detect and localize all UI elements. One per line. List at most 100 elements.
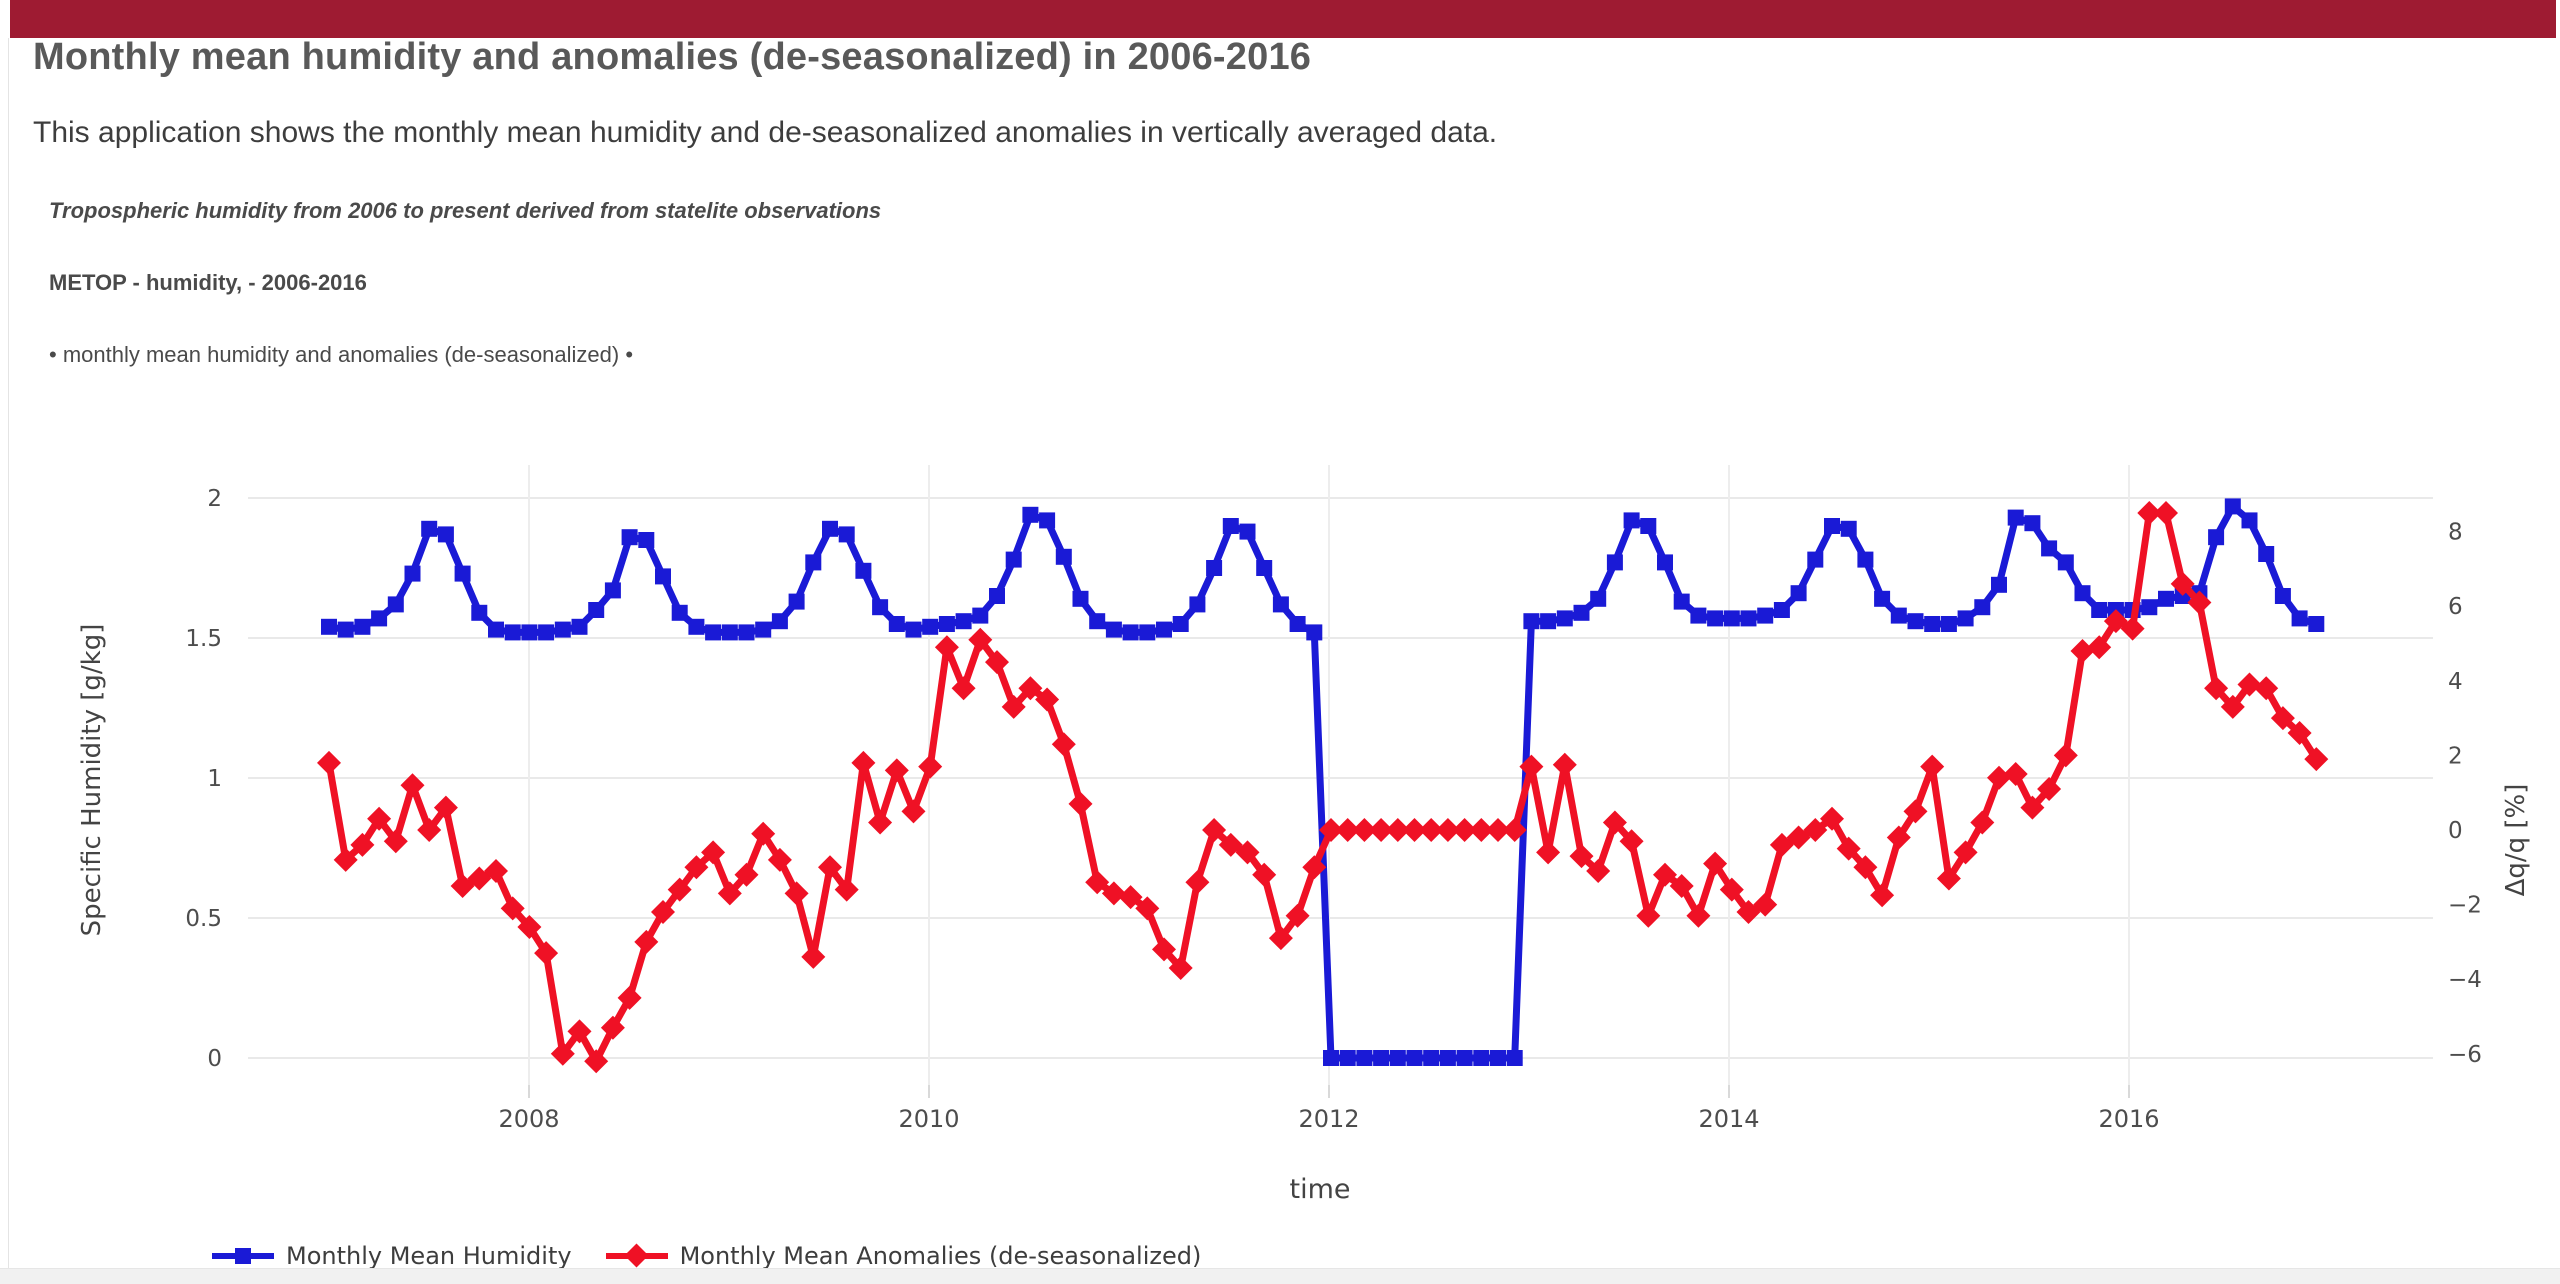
humidity-series-marker[interactable] [2291, 610, 2308, 627]
humidity-series-marker[interactable] [938, 616, 955, 632]
anomalies-series-marker[interactable] [1820, 806, 1844, 831]
anomalies-series-marker[interactable] [1719, 877, 1744, 902]
anomalies-series-marker[interactable] [1602, 810, 1627, 835]
anomalies-series-marker[interactable] [1068, 791, 1093, 816]
anomalies-series-marker[interactable] [1218, 832, 1243, 857]
humidity-series-marker[interactable] [1490, 1050, 1506, 1066]
humidity-series-marker[interactable] [955, 613, 972, 630]
humidity-series-marker[interactable] [337, 621, 354, 638]
humidity-series-marker[interactable] [1222, 518, 1239, 534]
legend-item-humidity[interactable]: Monthly Mean Humidity [212, 1242, 572, 1270]
humidity-series-marker[interactable] [638, 532, 655, 548]
humidity-series-marker[interactable] [2224, 498, 2241, 515]
humidity-series-marker[interactable] [1623, 512, 1640, 529]
humidity-series-marker[interactable] [1874, 590, 1891, 607]
humidity-series-marker[interactable] [1807, 551, 1824, 568]
anomalies-series-marker[interactable] [1569, 844, 1594, 869]
anomalies-series-marker[interactable] [1369, 818, 1394, 842]
anomalies-series-marker[interactable] [1903, 799, 1928, 824]
humidity-series-marker[interactable] [1323, 1050, 1339, 1066]
humidity-series-marker[interactable] [1389, 1050, 1406, 1066]
humidity-series-marker[interactable] [1339, 1050, 1356, 1066]
humidity-series-marker[interactable] [604, 582, 621, 599]
humidity-series-marker[interactable] [1773, 602, 1790, 618]
anomalies-series-marker[interactable] [1586, 859, 1611, 884]
humidity-series-marker[interactable] [972, 607, 989, 624]
humidity-series-marker[interactable] [1857, 551, 1874, 568]
legend-item-anomalies[interactable]: Monthly Mean Anomalies (de-seasonalized) [605, 1242, 1201, 1270]
humidity-series-marker[interactable] [504, 624, 521, 641]
anomalies-series-marker[interactable] [1085, 870, 1110, 895]
anomalies-series-marker[interactable] [801, 944, 826, 969]
anomalies-series-marker[interactable] [1202, 818, 1227, 842]
anomalies-series-marker[interactable] [1185, 870, 1210, 895]
anomalies-series-marker[interactable] [2154, 500, 2178, 525]
humidity-series-marker[interactable] [1824, 518, 1840, 534]
anomalies-series-marker[interactable] [1853, 855, 1878, 880]
anomalies-series-marker[interactable] [884, 758, 909, 783]
humidity-series-marker[interactable] [1439, 1050, 1456, 1066]
humidity-series-marker[interactable] [1506, 1050, 1523, 1066]
humidity-series-marker[interactable] [571, 618, 588, 635]
humidity-series-marker[interactable] [2091, 602, 2108, 618]
humidity-series-marker[interactable] [371, 610, 388, 627]
anomalies-series-marker[interactable] [467, 866, 492, 891]
anomalies-series-marker[interactable] [1268, 926, 1293, 951]
anomalies-series-marker[interactable] [901, 799, 926, 824]
humidity-series-marker[interactable] [855, 562, 872, 579]
anomalies-series-marker[interactable] [367, 806, 392, 831]
anomalies-series-marker[interactable] [1953, 840, 1978, 865]
humidity-series-marker[interactable] [1707, 610, 1724, 627]
anomalies-series-marker[interactable] [651, 900, 675, 925]
anomalies-series-marker[interactable] [717, 881, 742, 906]
anomalies-series-marker[interactable] [1385, 818, 1410, 842]
anomalies-series-marker[interactable] [1803, 818, 1828, 842]
humidity-series-marker[interactable] [1239, 523, 1256, 540]
humidity-series-marker[interactable] [1974, 599, 1991, 616]
anomalies-series-marker[interactable] [1118, 885, 1143, 910]
humidity-series-marker[interactable] [488, 621, 504, 638]
humidity-series-marker[interactable] [1657, 554, 1673, 571]
anomalies-series-marker[interactable] [701, 840, 726, 865]
humidity-series-marker[interactable] [421, 520, 438, 537]
humidity-series-marker[interactable] [1523, 613, 1540, 630]
anomalies-series-marker[interactable] [1653, 862, 1677, 887]
humidity-series-marker[interactable] [1573, 604, 1590, 621]
anomalies-series-marker[interactable] [934, 635, 959, 660]
anomalies-series-marker[interactable] [2137, 500, 2162, 525]
humidity-series-marker[interactable] [822, 520, 838, 537]
humidity-series-marker[interactable] [1055, 548, 1072, 565]
humidity-series-marker[interactable] [2057, 554, 2074, 571]
anomalies-series-marker[interactable] [500, 896, 525, 921]
anomalies-series-marker[interactable] [1101, 881, 1126, 906]
humidity-series-marker[interactable] [621, 529, 638, 546]
anomalies-series-marker[interactable] [417, 818, 442, 842]
humidity-series-marker[interactable] [588, 602, 605, 618]
humidity-series-marker[interactable] [1156, 621, 1172, 638]
humidity-series-marker[interactable] [1139, 624, 1156, 641]
anomalies-series-marker[interactable] [317, 750, 341, 775]
anomalies-series-marker[interactable] [617, 985, 642, 1010]
humidity-series-marker[interactable] [1740, 610, 1757, 627]
humidity-series-marker[interactable] [1189, 596, 1206, 613]
anomalies-series-marker[interactable] [2187, 590, 2212, 615]
humidity-series-marker[interactable] [688, 618, 705, 635]
humidity-series-marker[interactable] [1456, 1050, 1473, 1066]
humidity-series-marker[interactable] [1356, 1050, 1373, 1066]
humidity-series-marker[interactable] [2141, 599, 2158, 616]
anomalies-series-marker[interactable] [333, 847, 358, 872]
anomalies-series-marker[interactable] [1469, 818, 1494, 842]
humidity-series-marker[interactable] [905, 621, 922, 638]
anomalies-series-marker[interactable] [2087, 635, 2112, 660]
humidity-series-marker[interactable] [554, 621, 571, 638]
humidity-series-marker[interactable] [2308, 616, 2325, 632]
humidity-series-marker[interactable] [2041, 540, 2058, 557]
anomalies-series-marker[interactable] [1435, 818, 1460, 842]
humidity-series-marker[interactable] [1840, 520, 1857, 537]
humidity-series-marker[interactable] [1122, 624, 1139, 641]
anomalies-series-marker[interactable] [684, 855, 709, 880]
anomalies-series-marker[interactable] [2070, 638, 2095, 663]
humidity-series-marker[interactable] [922, 618, 939, 635]
humidity-series-marker[interactable] [1272, 596, 1289, 613]
humidity-series-marker[interactable] [721, 624, 738, 641]
